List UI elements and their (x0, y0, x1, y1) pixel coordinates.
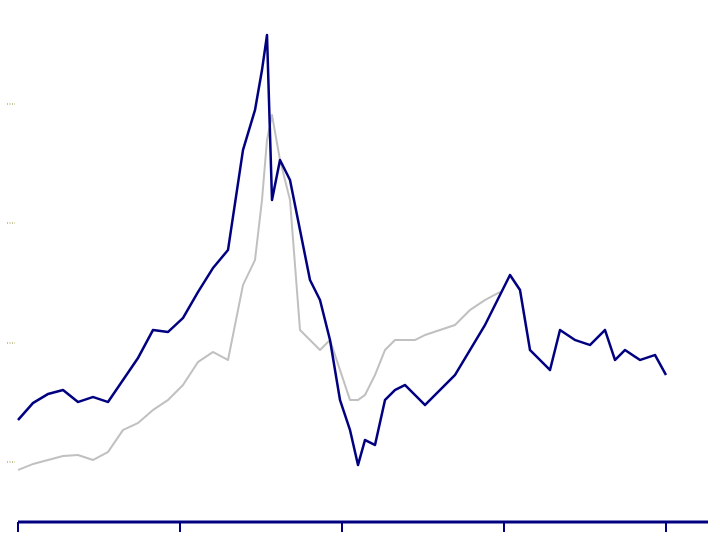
series-line (17, 114, 501, 471)
series-line (17, 33, 668, 467)
